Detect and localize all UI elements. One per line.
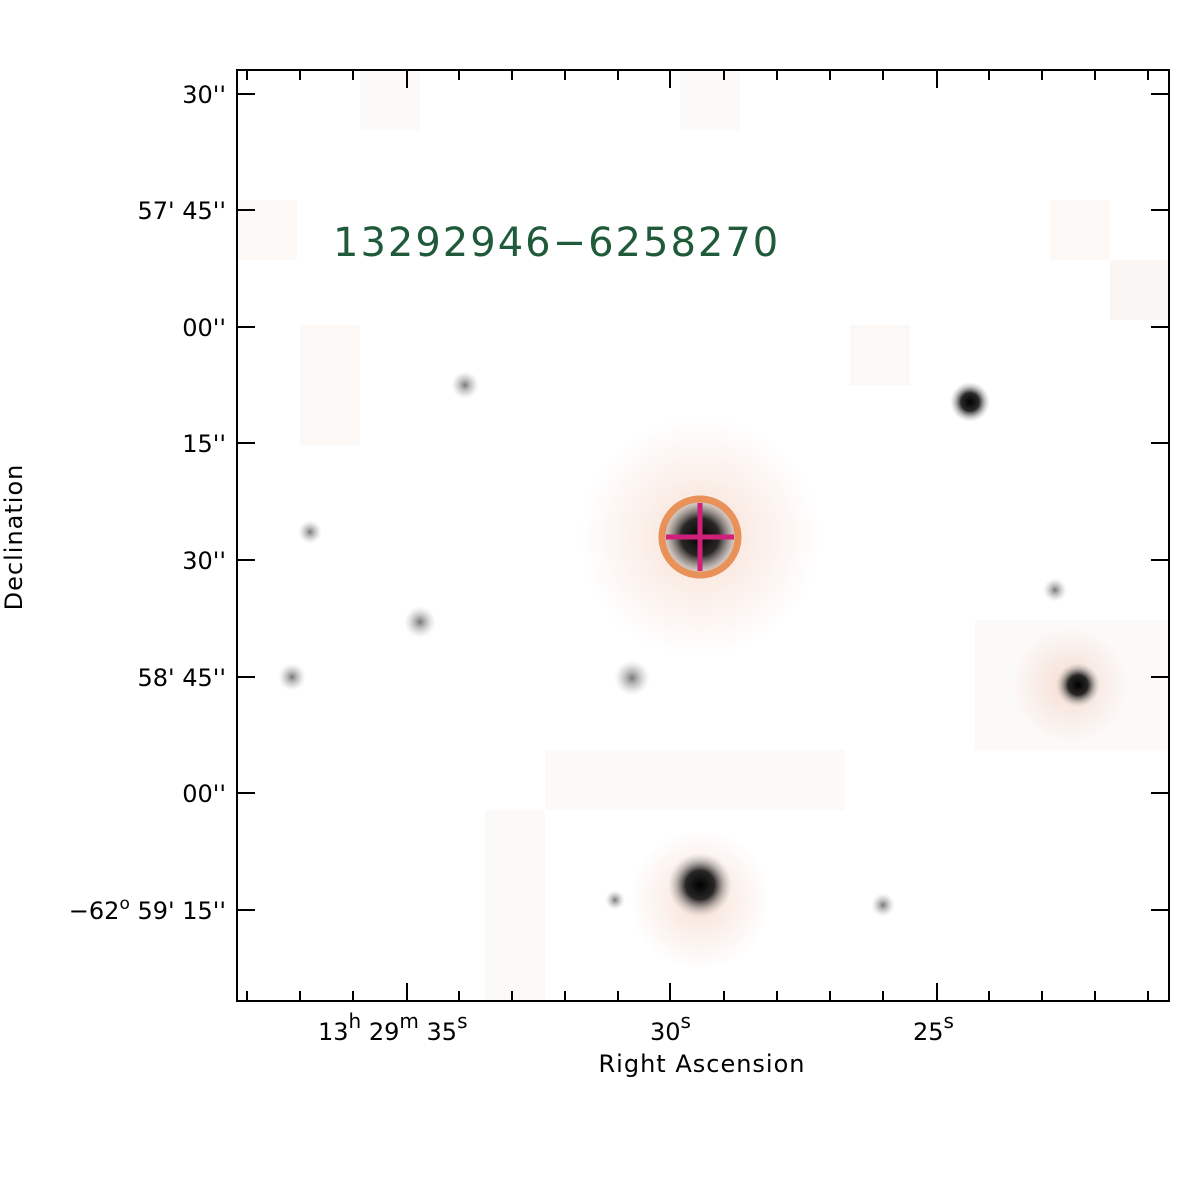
axis-ticks [237, 70, 1169, 1001]
star-source [605, 890, 625, 910]
y-axis-title: Declination [0, 464, 28, 611]
star-source [1056, 663, 1100, 707]
y-tick-label: 30'' [182, 547, 226, 575]
y-tick-label: 00'' [182, 780, 226, 808]
star-source [871, 893, 895, 917]
y-tick-label: 30'' [182, 81, 226, 109]
y-tick-label: 00'' [182, 314, 226, 342]
star-source [451, 371, 479, 399]
y-tick-label: −62o 59' 15'' [69, 894, 226, 925]
x-tick-label: 30s [650, 1009, 691, 1046]
star-source [668, 853, 732, 917]
star-source [1043, 578, 1067, 602]
y-tick-label: 15'' [182, 430, 226, 458]
x-tick-label: 25s [913, 1009, 954, 1046]
star-source [278, 663, 306, 691]
y-tick-label: 57' 45'' [138, 197, 227, 225]
y-tick-label: 58' 45'' [138, 664, 227, 692]
target-marker [658, 495, 742, 579]
star-source [298, 520, 322, 544]
sky-image [237, 70, 1169, 1001]
star-source [404, 606, 436, 638]
y-tick-labels: 30'' 57' 45'' 00'' 15'' 30'' 58' 45'' 00'' −62o… [69, 81, 226, 925]
star-source [950, 382, 990, 422]
x-axis-title: Right Ascension [599, 1050, 806, 1078]
target-circle [658, 495, 742, 579]
plot-frame [236, 69, 1170, 1002]
x-tick-label: 13h 29m 35s [318, 1009, 467, 1046]
x-tick-labels: 13h 29m 35s 30s 25s [318, 1009, 954, 1046]
star-source [614, 660, 650, 696]
object-label: 13292946−6258270 [333, 220, 780, 266]
